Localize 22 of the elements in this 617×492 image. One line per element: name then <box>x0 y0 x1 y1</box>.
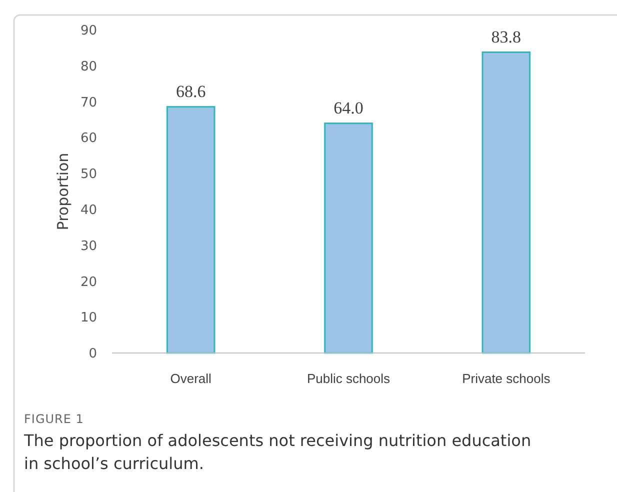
y-tick-label: 50 <box>80 167 97 182</box>
bar <box>482 52 531 354</box>
text: The proportion of adolescents not receiving nutrition education in school’s curriculum. <box>23 431 532 473</box>
data-label: 68.6 <box>176 82 206 101</box>
y-tick-label: 40 <box>80 202 97 218</box>
y-tick-label: 10 <box>80 310 97 326</box>
y-tick-label: 60 <box>80 131 97 146</box>
x-tick-label: Overall <box>170 371 212 386</box>
y-tick-label: 0 <box>88 346 97 362</box>
x-tick-label: Public schools <box>306 371 391 386</box>
y-tick-label: 70 <box>80 95 97 110</box>
data-label: 64.0 <box>334 98 364 118</box>
x-tick-label: Private schools <box>462 371 551 386</box>
data-label: 83.8 <box>491 27 522 46</box>
text: FIGURE 1 <box>24 412 84 426</box>
y-tick-label: 20 <box>80 274 97 290</box>
y-axis-title: Proportion <box>54 152 72 230</box>
bar <box>166 106 216 354</box>
bar <box>324 122 373 354</box>
y-tick-label: 80 <box>80 59 97 74</box>
y-tick-label: 90 <box>80 24 97 39</box>
y-tick-label: 30 <box>80 238 97 254</box>
